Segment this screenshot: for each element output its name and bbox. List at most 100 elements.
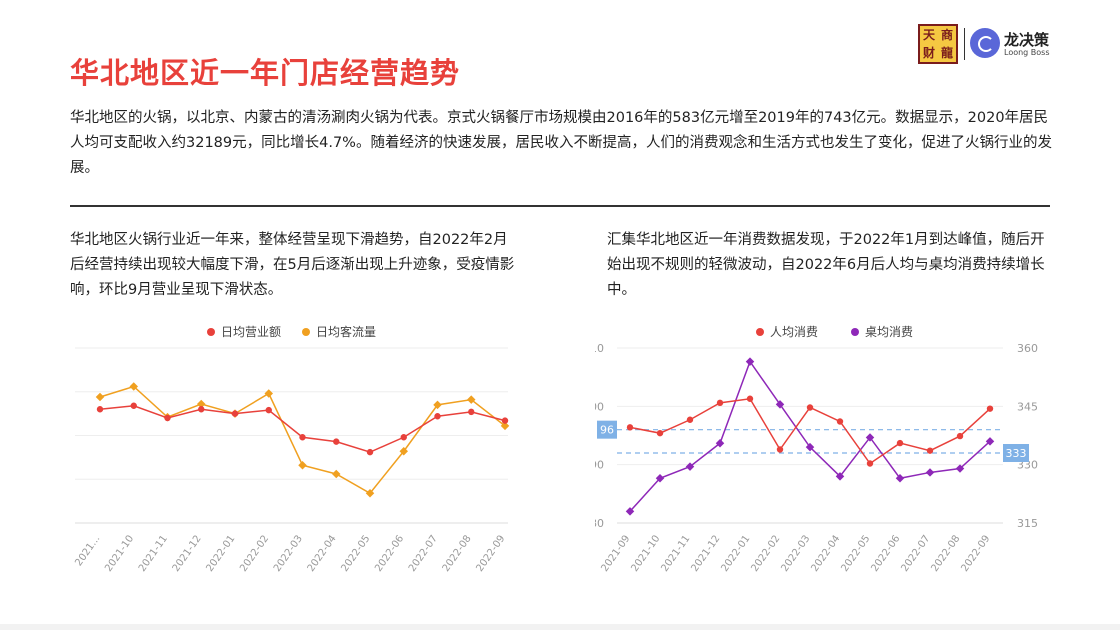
x-tick-label: 2022-02 bbox=[749, 533, 782, 574]
data-point bbox=[500, 421, 510, 431]
left-summary: 华北地区火锅行业近一年来，整体经营呈现下滑趋势，自2022年2月后经营持续出现较… bbox=[70, 232, 515, 298]
data-point bbox=[775, 400, 785, 409]
y-right-tick-label: 345 bbox=[1017, 400, 1038, 413]
data-point bbox=[434, 413, 441, 420]
x-tick-label: 2022-08 bbox=[441, 533, 474, 574]
data-point bbox=[896, 439, 904, 447]
data-point bbox=[986, 405, 994, 412]
section-divider bbox=[70, 205, 1050, 207]
legend-marker bbox=[207, 328, 215, 336]
legend-marker bbox=[756, 328, 764, 336]
right-summary: 汇集华北地区近一年消费数据发现，于2022年1月到达峰值，随后开始出现不规则的轻… bbox=[607, 232, 1045, 298]
intro-paragraph: 华北地区的火锅，以北京、内蒙古的清汤涮肉火锅为代表。京式火锅餐厅市场规模由201… bbox=[70, 110, 1052, 176]
data-point bbox=[298, 461, 307, 470]
data-point bbox=[129, 382, 138, 391]
data-point bbox=[265, 406, 272, 414]
x-tick-label: 2022-07 bbox=[407, 533, 440, 574]
dragon-logo-icon bbox=[970, 28, 1000, 58]
y-left-tick-label: 110 bbox=[595, 342, 604, 355]
x-tick-label: 2021-11 bbox=[137, 533, 170, 574]
data-point bbox=[96, 406, 104, 413]
x-tick-label: 2022-02 bbox=[238, 533, 271, 574]
data-point bbox=[130, 402, 137, 409]
reference-label-bg bbox=[1003, 444, 1029, 462]
data-point bbox=[956, 432, 964, 440]
data-point bbox=[467, 395, 476, 404]
legend-label: 日均营业额 bbox=[221, 325, 281, 339]
data-point bbox=[776, 446, 784, 453]
data-point bbox=[198, 406, 205, 413]
data-point bbox=[501, 417, 509, 424]
x-tick-label: 2022-09 bbox=[474, 533, 507, 574]
reference-label-bg bbox=[597, 420, 617, 439]
data-point bbox=[433, 400, 442, 410]
x-tick-label: 2021-10 bbox=[629, 533, 662, 574]
x-tick-label: 2022-06 bbox=[869, 533, 902, 574]
x-tick-label: 2022-04 bbox=[306, 533, 339, 574]
x-tick-label: 2021-12 bbox=[689, 533, 722, 574]
x-tick-label: 2021-09 bbox=[599, 533, 632, 574]
data-point bbox=[333, 438, 340, 445]
data-point bbox=[656, 429, 664, 437]
data-point bbox=[264, 389, 273, 398]
brand-name-en: Loong Boss bbox=[1004, 48, 1050, 57]
legend-marker bbox=[851, 328, 859, 336]
legend-label: 人均消费 bbox=[770, 325, 818, 339]
y-right-tick-label: 315 bbox=[1017, 517, 1038, 530]
data-point bbox=[926, 447, 934, 454]
data-point bbox=[746, 395, 754, 402]
logo-char: 龍 bbox=[940, 46, 953, 60]
brand-name: 龙决策 bbox=[1004, 31, 1050, 49]
data-point bbox=[626, 424, 634, 431]
data-point bbox=[806, 404, 814, 411]
x-tick-label: 2022-03 bbox=[272, 533, 305, 574]
data-point bbox=[299, 434, 306, 441]
data-point bbox=[399, 447, 408, 456]
legend-label: 日均客流量 bbox=[316, 324, 376, 339]
logo-char: 财 bbox=[922, 46, 935, 60]
y-left-tick-label: 90 bbox=[595, 459, 604, 472]
logo-char: 天 bbox=[922, 28, 935, 42]
data-point bbox=[685, 462, 695, 471]
x-tick-label: 2022-01 bbox=[204, 533, 237, 574]
x-tick-label: 2022-07 bbox=[899, 533, 932, 574]
x-tick-label: 2022-09 bbox=[959, 533, 992, 574]
series-line bbox=[629, 360, 991, 512]
y-left-tick-label: 100 bbox=[595, 400, 604, 413]
data-point bbox=[231, 410, 239, 417]
x-tick-label: 2021... bbox=[73, 533, 102, 568]
data-point bbox=[197, 399, 206, 409]
x-tick-label: 2022-06 bbox=[373, 533, 406, 574]
data-point bbox=[366, 448, 374, 456]
legend-marker bbox=[302, 328, 310, 336]
x-tick-label: 2022-05 bbox=[339, 533, 372, 574]
data-point bbox=[332, 469, 341, 479]
x-tick-label: 2022-05 bbox=[839, 533, 872, 574]
logo-char: 商 bbox=[940, 28, 953, 42]
reference-label: 333 bbox=[1006, 447, 1027, 460]
data-point bbox=[686, 416, 694, 423]
x-tick-label: 2022-03 bbox=[779, 533, 812, 574]
data-point bbox=[836, 418, 844, 425]
page-title: 华北地区近一年门店经营趋势 bbox=[70, 56, 461, 90]
legend-label: 桌均消费 bbox=[865, 325, 913, 339]
reference-label: 96 bbox=[600, 424, 614, 437]
data-point bbox=[365, 489, 375, 498]
x-tick-label: 2021-11 bbox=[659, 533, 692, 574]
data-point bbox=[164, 414, 171, 422]
data-point bbox=[716, 399, 724, 407]
y-right-tick-label: 360 bbox=[1017, 342, 1038, 355]
logo-divider bbox=[964, 28, 965, 60]
x-tick-label: 2022-08 bbox=[929, 533, 962, 574]
data-point bbox=[400, 434, 407, 441]
data-point bbox=[95, 392, 105, 402]
footer-bar bbox=[0, 624, 1120, 630]
x-tick-label: 2022-04 bbox=[809, 533, 842, 574]
y-left-tick-label: 80 bbox=[595, 517, 604, 530]
data-point bbox=[866, 460, 874, 467]
data-point bbox=[925, 468, 935, 477]
x-tick-label: 2022-01 bbox=[719, 533, 752, 574]
tianshang-logo: 天 商 财 龍 bbox=[918, 24, 958, 64]
x-tick-label: 2021-10 bbox=[103, 533, 136, 574]
data-point bbox=[895, 474, 905, 483]
